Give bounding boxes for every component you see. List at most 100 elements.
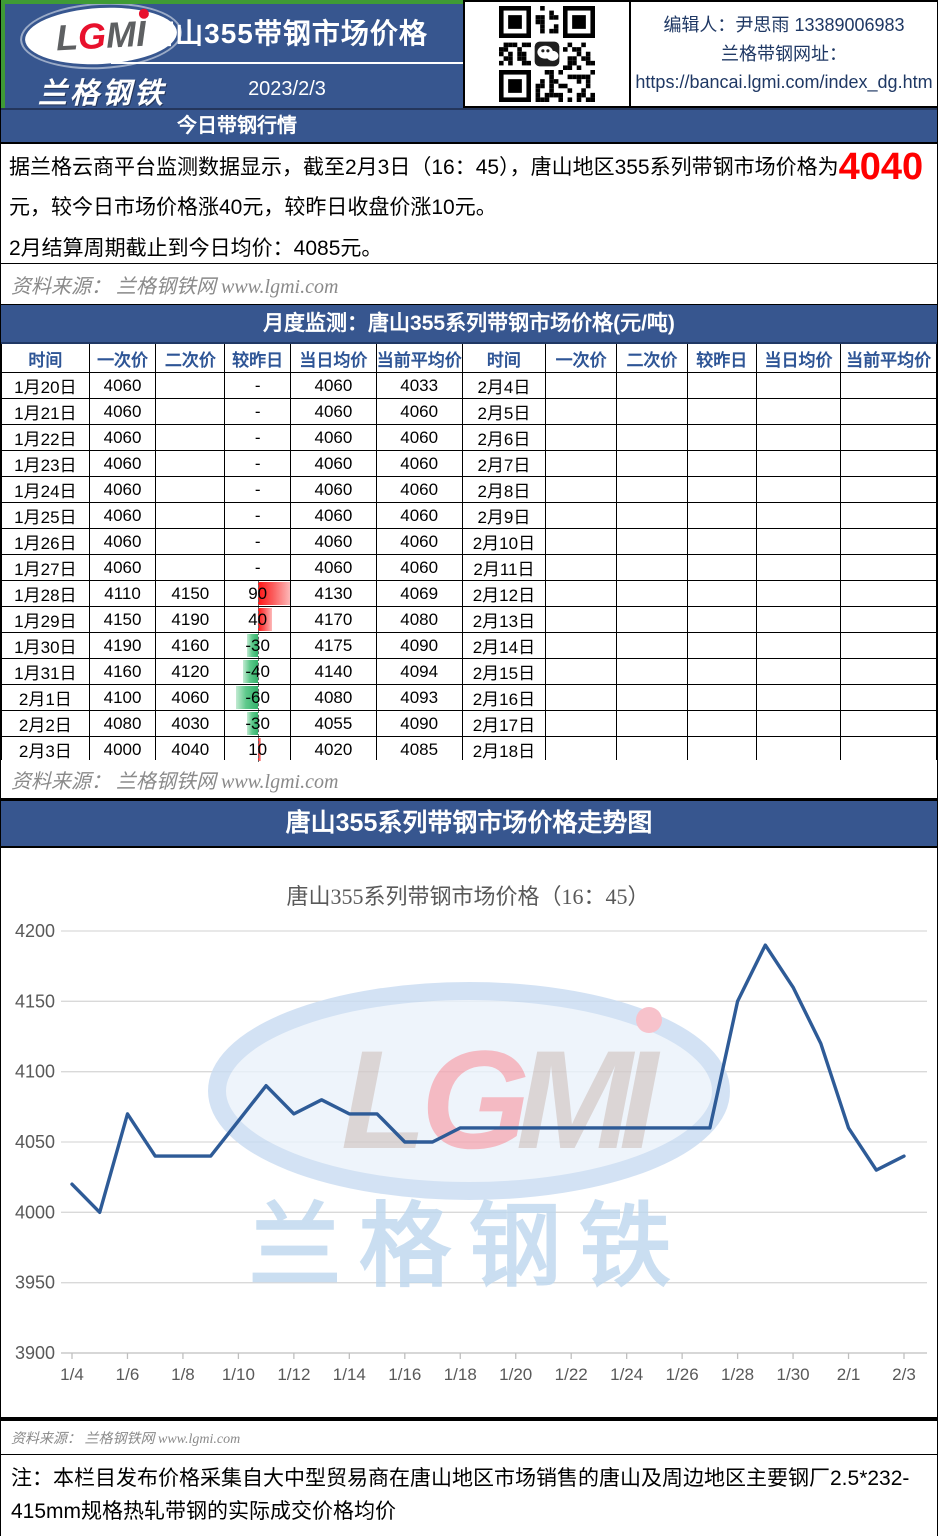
source-note-bottom: 资料来源： 兰格钢铁网 www.lgmi.com xyxy=(1,1419,937,1455)
green-edge-left xyxy=(1,0,5,108)
column-header: 较昨日 xyxy=(224,342,292,373)
table-cell: 2月5日 xyxy=(461,398,547,425)
table-cell: 4060 xyxy=(88,372,157,399)
table-cell: 2月2日 xyxy=(1,710,90,737)
section-title-today: 今日带钢行情 xyxy=(1,110,937,142)
table-cell: 1月23日 xyxy=(1,450,90,477)
table-cell xyxy=(840,450,937,477)
column-header: 二次价 xyxy=(155,342,226,373)
table-cell: 4094 xyxy=(375,658,463,685)
table-cell: 4175 xyxy=(290,632,377,659)
column-header: 时间 xyxy=(1,342,90,373)
table-cell xyxy=(545,450,618,477)
table-cell xyxy=(686,684,757,711)
table-cell: 4060 xyxy=(375,528,463,555)
svg-text:4050: 4050 xyxy=(15,1132,55,1152)
table-cell: 4190 xyxy=(88,632,157,659)
table-row: 2月1日 4100 4060 -60 4080 4093 2月16日 xyxy=(1,684,937,711)
svg-text:唐山355系列带钢市场价格（16：45）: 唐山355系列带钢市场价格（16：45） xyxy=(286,884,649,909)
table-cell xyxy=(545,528,618,555)
column-header: 当日均价 xyxy=(290,342,377,373)
table-cell: 4060 xyxy=(290,476,377,503)
logo-letter-l: L xyxy=(54,16,80,59)
svg-text:4100: 4100 xyxy=(15,1062,55,1082)
trend-section-title: 唐山355系列带钢市场价格走势图 xyxy=(1,799,937,846)
table-cell xyxy=(840,372,937,399)
table-row: 1月22日 4060-4060 4060 2月6日 xyxy=(1,424,937,451)
table-cell xyxy=(155,372,226,399)
table-cell xyxy=(616,710,688,737)
table-cell xyxy=(755,554,842,581)
report-date: 2023/2/3 xyxy=(248,78,326,100)
source-note-top: 资料来源： 兰格钢铁网 www.lgmi.com xyxy=(1,264,937,305)
svg-text:3950: 3950 xyxy=(15,1273,55,1293)
svg-text:1/6: 1/6 xyxy=(116,1365,140,1384)
current-price: 4040 xyxy=(838,146,924,188)
table-cell xyxy=(686,424,757,451)
table-cell: 4033 xyxy=(375,372,463,399)
table-cell: 2月4日 xyxy=(461,372,547,399)
table-cell: 4060 xyxy=(155,684,226,711)
title-underline xyxy=(111,62,463,64)
table-row: 1月29日 4150 4190 40 4170 4080 2月13日 xyxy=(1,606,937,633)
change-cell: - xyxy=(224,528,292,555)
table-cell xyxy=(686,658,757,685)
svg-text:I: I xyxy=(619,1021,661,1178)
title-block: 唐山355带钢市场价格 2023/2/3 xyxy=(111,12,463,101)
table-row: 1月27日 4060-4060 4060 2月11日 xyxy=(1,554,937,581)
column-header: 一次价 xyxy=(88,342,157,373)
table-cell: 4060 xyxy=(375,476,463,503)
change-value: 90 xyxy=(248,583,268,603)
table-cell: 4060 xyxy=(375,450,463,477)
table-cell xyxy=(755,450,842,477)
table-cell xyxy=(755,502,842,529)
table-cell xyxy=(755,528,842,555)
table-header-row: 时间 一次价 二次价 较昨日 当日均价 当前平均价 时间 一次价 二次价 较昨日 当日均价 当前平均价 xyxy=(1,342,937,373)
table-cell xyxy=(616,736,688,763)
price-trend-chart: 唐山355系列带钢市场价格（16：45） 3900 3950 4000 4050 4100… xyxy=(15,884,927,1384)
table-cell: 2月15日 xyxy=(461,658,547,685)
table-cell: 2月1日 xyxy=(1,684,90,711)
table-row: 1月26日 4060-4060 4060 2月10日 xyxy=(1,528,937,555)
table-cell: 4069 xyxy=(375,580,463,607)
table-cell xyxy=(686,398,757,425)
table-cell: 2月18日 xyxy=(461,736,547,763)
table-cell: 2月3日 xyxy=(1,736,90,763)
table-row: 1月24日 4060-4060 4060 2月8日 xyxy=(1,476,937,503)
table-cell xyxy=(755,684,842,711)
table-cell xyxy=(545,606,618,633)
up-bar xyxy=(257,608,273,631)
table-cell xyxy=(545,684,618,711)
change-cell: -30 xyxy=(224,632,292,659)
table-cell xyxy=(755,606,842,633)
table-cell xyxy=(616,580,688,607)
table-cell: 4060 xyxy=(88,528,157,555)
up-bar xyxy=(257,582,290,605)
table-cell xyxy=(755,580,842,607)
table-cell: 4060 xyxy=(290,528,377,555)
table-cell xyxy=(155,398,226,425)
table-cell: 1月29日 xyxy=(1,606,90,633)
down-bar xyxy=(246,634,258,657)
table-cell xyxy=(686,476,757,503)
monthly-table-title: 月度监测：唐山355系列带钢市场价格(元/吨) xyxy=(1,305,937,342)
svg-text:3900: 3900 xyxy=(15,1343,55,1363)
table-cell xyxy=(840,710,937,737)
table-row: 1月31日 4160 4120 -40 4140 4094 2月15日 xyxy=(1,658,937,685)
table-cell: 2月7日 xyxy=(461,450,547,477)
svg-text:4150: 4150 xyxy=(15,991,55,1011)
svg-text:G: G xyxy=(421,1021,530,1178)
table-cell: 1月24日 xyxy=(1,476,90,503)
svg-text:2/1: 2/1 xyxy=(837,1365,861,1384)
table-cell: 4160 xyxy=(155,632,226,659)
svg-text:4200: 4200 xyxy=(15,921,55,941)
table-cell xyxy=(616,632,688,659)
change-cell: - xyxy=(224,450,292,477)
svg-text:1/28: 1/28 xyxy=(721,1365,754,1384)
table-cell xyxy=(616,606,688,633)
bar-center-line xyxy=(257,737,259,762)
editor-line: 编辑人：尹思雨 13389006983 xyxy=(663,14,905,35)
table-cell xyxy=(840,580,937,607)
table-row: 1月25日 4060-4060 4060 2月9日 xyxy=(1,502,937,529)
table-cell: 1月20日 xyxy=(1,372,90,399)
